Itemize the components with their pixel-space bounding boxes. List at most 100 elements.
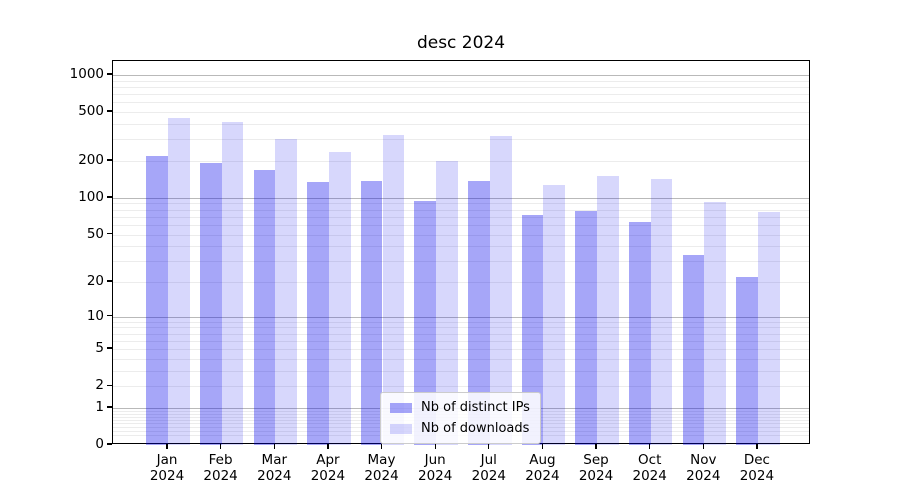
y-tick-mark bbox=[107, 159, 112, 161]
gridline-minor bbox=[113, 358, 809, 360]
gridline-minor bbox=[113, 102, 809, 104]
gridline-minor bbox=[113, 203, 809, 205]
y-tick-mark bbox=[107, 347, 112, 349]
year-label: 2024 bbox=[739, 468, 775, 484]
gridline-minor bbox=[113, 386, 809, 388]
legend-swatch-ips-icon bbox=[390, 402, 412, 413]
x-tick-mark bbox=[702, 444, 704, 449]
gridline-minor bbox=[113, 282, 809, 283]
year-label: 2024 bbox=[149, 468, 185, 484]
y-tick-label: 1000 bbox=[69, 66, 104, 82]
x-tick-mark bbox=[595, 444, 597, 449]
y-tick-label: 50 bbox=[86, 225, 104, 242]
x-tick-label: Jun 2024 bbox=[405, 452, 465, 484]
month-label: Jul bbox=[480, 452, 497, 468]
year-label: 2024 bbox=[310, 468, 346, 484]
gridline-minor bbox=[113, 94, 809, 96]
month-label: Mar bbox=[261, 452, 288, 468]
x-tick-label: Nov 2024 bbox=[673, 452, 733, 484]
year-label: 2024 bbox=[364, 468, 399, 484]
legend: Nb of distinct IPs Nb of downloads bbox=[380, 392, 541, 444]
x-tick-mark bbox=[541, 444, 544, 449]
y-tick-label: 1 bbox=[95, 398, 104, 415]
x-tick-mark bbox=[488, 444, 490, 449]
x-tick-label: Apr 2024 bbox=[298, 452, 358, 484]
x-tick-label: Aug 2024 bbox=[512, 452, 572, 484]
y-tick-label: 5 bbox=[95, 340, 104, 357]
gridline-major bbox=[113, 75, 809, 76]
year-label: 2024 bbox=[471, 468, 506, 484]
legend-swatch-downloads-icon bbox=[390, 423, 412, 434]
y-tick-label: 0 bbox=[95, 436, 104, 452]
chart-title: desc 2024 bbox=[416, 33, 506, 53]
month-label: Feb bbox=[208, 452, 233, 468]
bar-downloads-oct bbox=[650, 178, 673, 445]
gridline-minor bbox=[113, 112, 809, 114]
x-tick-mark bbox=[649, 444, 651, 449]
bar-ips-apr bbox=[307, 181, 329, 445]
y-tick-mark bbox=[107, 280, 112, 282]
bar-downloads-feb bbox=[221, 122, 244, 445]
bar-downloads-jan bbox=[168, 117, 190, 445]
bar-downloads-sep bbox=[597, 175, 619, 445]
y-tick-mark bbox=[107, 406, 112, 408]
gridline-minor bbox=[113, 224, 809, 226]
x-tick-label: Dec 2024 bbox=[727, 452, 787, 484]
gridline-major bbox=[113, 316, 809, 318]
gridline-minor bbox=[113, 327, 809, 329]
bar-ips-dec bbox=[736, 277, 758, 445]
x-tick-mark bbox=[380, 444, 383, 449]
y-tick-label: 10 bbox=[86, 307, 104, 324]
x-tick-mark bbox=[273, 444, 275, 449]
bar-downloads-mar bbox=[275, 138, 298, 445]
gridline-minor bbox=[113, 333, 809, 335]
bar-ips-aug bbox=[521, 214, 544, 445]
year-label: 2024 bbox=[257, 468, 292, 484]
x-tick-label: Oct 2024 bbox=[620, 452, 680, 484]
year-label: 2024 bbox=[418, 468, 453, 484]
bar-downloads-aug bbox=[543, 185, 566, 445]
x-tick-label: Mar 2024 bbox=[244, 452, 304, 484]
gridline-minor bbox=[113, 321, 809, 323]
bar-ips-feb bbox=[199, 163, 222, 445]
year-label: 2024 bbox=[632, 468, 667, 484]
x-tick-mark bbox=[219, 444, 222, 449]
bar-ips-oct bbox=[628, 222, 651, 445]
bar-downloads-dec bbox=[757, 211, 780, 445]
x-tick-mark bbox=[434, 444, 436, 449]
y-tick-mark bbox=[107, 232, 112, 235]
gridline-minor bbox=[113, 139, 809, 141]
gridline-minor bbox=[113, 216, 809, 218]
month-label: May bbox=[367, 452, 396, 468]
year-label: 2024 bbox=[203, 468, 238, 484]
x-tick-mark bbox=[327, 444, 329, 449]
month-label: Jan bbox=[156, 452, 178, 468]
gridline-minor bbox=[113, 370, 809, 372]
bars-layer bbox=[113, 61, 809, 445]
bar-ips-mar bbox=[253, 169, 276, 445]
gridline-minor bbox=[113, 209, 809, 211]
legend-label-distinct-ips: Nb of distinct IPs bbox=[421, 400, 530, 415]
bar-downloads-jul bbox=[489, 135, 512, 445]
gridline-minor bbox=[113, 261, 809, 263]
x-tick-label: Sep 2024 bbox=[566, 452, 626, 484]
y-tick-mark bbox=[107, 73, 112, 75]
x-tick-mark bbox=[756, 444, 758, 449]
y-tick-label: 20 bbox=[86, 273, 104, 289]
y-tick-mark bbox=[107, 110, 112, 112]
month-label: Jun bbox=[424, 452, 446, 468]
month-label: Apr bbox=[316, 452, 340, 468]
legend-item-downloads: Nb of downloads bbox=[390, 421, 530, 436]
month-label: Oct bbox=[638, 452, 662, 468]
gridline-minor bbox=[113, 161, 809, 162]
bar-downloads-jun bbox=[436, 161, 458, 445]
gridline-minor bbox=[113, 234, 809, 236]
gridline-minor bbox=[113, 124, 809, 125]
y-tick-label: 200 bbox=[78, 152, 104, 168]
x-tick-label: Jul 2024 bbox=[459, 452, 519, 484]
bar-ips-sep bbox=[575, 211, 597, 445]
y-tick-mark bbox=[107, 196, 112, 198]
bar-ips-jan bbox=[146, 155, 168, 445]
gridline-major bbox=[113, 197, 809, 199]
